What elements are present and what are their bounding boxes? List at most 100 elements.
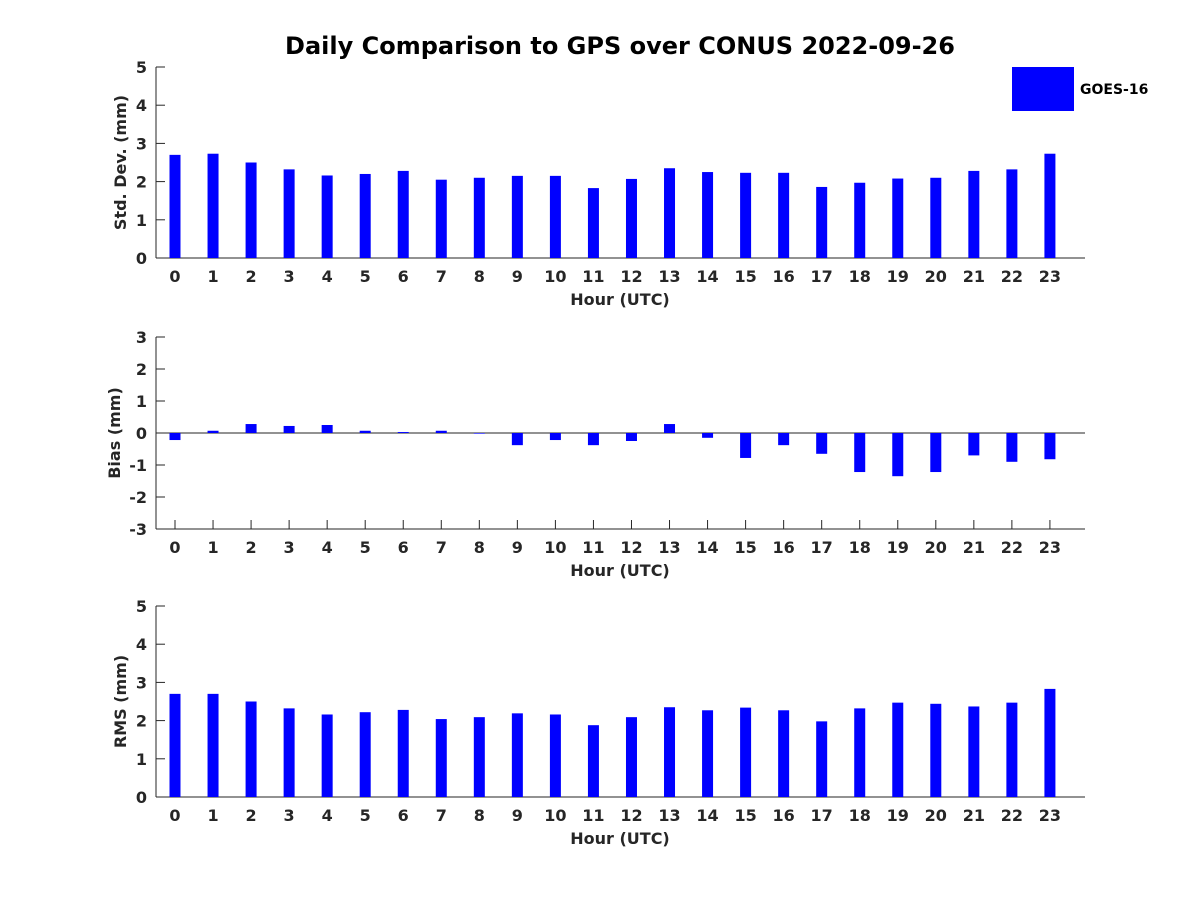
bar bbox=[1006, 702, 1018, 797]
y-tick-label: 4 bbox=[136, 635, 147, 654]
y-tick-label: 4 bbox=[136, 96, 147, 115]
bar bbox=[854, 182, 866, 258]
bar bbox=[778, 172, 790, 258]
bar bbox=[245, 424, 257, 433]
y-tick-label: 1 bbox=[136, 750, 147, 769]
bar bbox=[930, 177, 942, 258]
x-tick-label: 13 bbox=[658, 267, 680, 286]
x-tick-label: 21 bbox=[963, 538, 985, 557]
x-tick-label: 6 bbox=[398, 538, 409, 557]
x-tick-label: 18 bbox=[849, 538, 871, 557]
x-tick-label: 15 bbox=[734, 267, 756, 286]
x-tick-label: 7 bbox=[436, 267, 447, 286]
x-tick-label: 22 bbox=[1001, 267, 1023, 286]
x-tick-label: 12 bbox=[620, 538, 642, 557]
x-tick-label: 11 bbox=[582, 806, 604, 825]
x-tick-label: 8 bbox=[474, 267, 485, 286]
x-tick-label: 20 bbox=[925, 538, 947, 557]
x-tick-label: 23 bbox=[1039, 267, 1061, 286]
x-tick-label: 5 bbox=[360, 267, 371, 286]
bar bbox=[473, 717, 485, 797]
x-tick-label: 5 bbox=[360, 538, 371, 557]
x-tick-label: 3 bbox=[284, 806, 295, 825]
bar bbox=[587, 725, 599, 797]
x-tick-label: 13 bbox=[658, 806, 680, 825]
x-tick-label: 17 bbox=[811, 538, 833, 557]
bar bbox=[321, 425, 333, 433]
bar bbox=[740, 433, 752, 458]
x-tick-label: 11 bbox=[582, 267, 604, 286]
bar bbox=[892, 702, 904, 797]
bar bbox=[664, 168, 676, 258]
bar bbox=[664, 424, 676, 433]
bar bbox=[816, 433, 828, 454]
x-tick-label: 10 bbox=[544, 538, 566, 557]
bar bbox=[549, 175, 561, 258]
x-tick-label: 2 bbox=[246, 267, 257, 286]
x-tick-label: 10 bbox=[544, 267, 566, 286]
bar bbox=[1044, 153, 1056, 258]
x-tick-label: 21 bbox=[963, 267, 985, 286]
x-tick-label: 16 bbox=[773, 806, 795, 825]
bar bbox=[397, 432, 409, 433]
bar bbox=[511, 433, 523, 446]
bar bbox=[169, 693, 181, 797]
y-tick-label: 1 bbox=[136, 211, 147, 230]
bar bbox=[587, 433, 599, 446]
x-tick-label: 3 bbox=[284, 267, 295, 286]
x-tick-label: 0 bbox=[169, 267, 180, 286]
x-tick-label: 17 bbox=[811, 267, 833, 286]
x-tick-label: 23 bbox=[1039, 538, 1061, 557]
x-tick-label: 9 bbox=[512, 538, 523, 557]
bar bbox=[207, 693, 219, 797]
x-tick-label: 21 bbox=[963, 806, 985, 825]
bar bbox=[625, 717, 637, 797]
bar bbox=[321, 714, 333, 797]
y-tick-label: 3 bbox=[136, 328, 147, 347]
x-tick-label: 11 bbox=[582, 538, 604, 557]
bar bbox=[854, 708, 866, 797]
bar bbox=[1044, 688, 1056, 797]
bar bbox=[854, 433, 866, 473]
bar bbox=[207, 153, 219, 258]
x-tick-label: 4 bbox=[322, 806, 333, 825]
bar bbox=[702, 433, 714, 438]
bar bbox=[740, 172, 752, 258]
y-tick-label: 2 bbox=[136, 173, 147, 192]
x-tick-label: 14 bbox=[696, 806, 718, 825]
x-tick-label: 4 bbox=[322, 538, 333, 557]
x-tick-label: 0 bbox=[169, 806, 180, 825]
bar bbox=[892, 178, 904, 258]
x-tick-label: 13 bbox=[658, 538, 680, 557]
x-tick-label: 7 bbox=[436, 806, 447, 825]
x-tick-label: 9 bbox=[512, 806, 523, 825]
legend-swatch bbox=[1012, 67, 1074, 111]
x-tick-label: 12 bbox=[620, 806, 642, 825]
legend-label: GOES-16 bbox=[1080, 82, 1148, 98]
x-tick-label: 20 bbox=[925, 267, 947, 286]
x-tick-label: 15 bbox=[734, 806, 756, 825]
bar bbox=[435, 179, 447, 258]
x-tick-label: 19 bbox=[887, 267, 909, 286]
bar bbox=[359, 430, 371, 433]
y-tick-label: -1 bbox=[129, 456, 147, 475]
bar bbox=[359, 712, 371, 797]
x-tick-label: 8 bbox=[474, 806, 485, 825]
x-tick-label: 16 bbox=[773, 538, 795, 557]
bar bbox=[740, 707, 752, 797]
bar bbox=[702, 172, 714, 258]
y-tick-label: 5 bbox=[136, 58, 147, 77]
y-tick-label: 2 bbox=[136, 712, 147, 731]
x-tick-label: 23 bbox=[1039, 806, 1061, 825]
bar bbox=[1006, 169, 1018, 258]
y-tick-label: 3 bbox=[136, 134, 147, 153]
x-tick-label: 6 bbox=[398, 267, 409, 286]
bar bbox=[816, 721, 828, 797]
bar bbox=[549, 714, 561, 797]
bar bbox=[283, 169, 295, 258]
y-tick-label: -2 bbox=[129, 488, 147, 507]
bar bbox=[321, 175, 333, 258]
